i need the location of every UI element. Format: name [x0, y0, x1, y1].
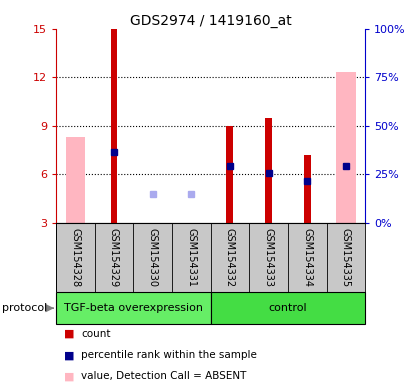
- Bar: [336, 73, 356, 223]
- Text: GSM154330: GSM154330: [148, 228, 158, 287]
- Text: GSM154331: GSM154331: [186, 228, 196, 287]
- Text: ■: ■: [64, 371, 75, 381]
- Text: protocol: protocol: [2, 303, 48, 313]
- Bar: [110, 29, 117, 223]
- Title: GDS2974 / 1419160_at: GDS2974 / 1419160_at: [130, 14, 291, 28]
- Text: count: count: [81, 329, 110, 339]
- Text: GSM154329: GSM154329: [109, 228, 119, 287]
- Text: ■: ■: [64, 350, 75, 360]
- Text: GSM154333: GSM154333: [264, 228, 273, 287]
- Bar: [56, 292, 210, 324]
- Bar: [227, 126, 233, 223]
- Text: percentile rank within the sample: percentile rank within the sample: [81, 350, 257, 360]
- Text: GSM154332: GSM154332: [225, 228, 235, 287]
- Bar: [304, 155, 311, 223]
- Text: GSM154334: GSM154334: [302, 228, 312, 287]
- Text: GSM154328: GSM154328: [71, 228, 81, 287]
- Text: GSM154335: GSM154335: [341, 228, 351, 287]
- Bar: [265, 118, 272, 223]
- Bar: [66, 137, 85, 223]
- Text: control: control: [269, 303, 307, 313]
- Text: value, Detection Call = ABSENT: value, Detection Call = ABSENT: [81, 371, 246, 381]
- Bar: [210, 292, 365, 324]
- Text: TGF-beta overexpression: TGF-beta overexpression: [64, 303, 203, 313]
- Text: ■: ■: [64, 329, 75, 339]
